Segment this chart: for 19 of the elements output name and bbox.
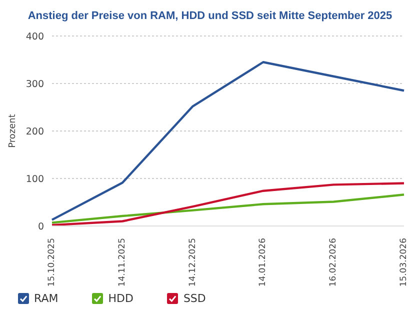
y-axis-title: Prozent [8,114,18,148]
x-tick-label: 14.11.2025 [117,238,128,287]
y-tick-label: 100 [26,174,44,185]
chart-title: Anstieg der Preise von RAM, HDD und SSD seit Mitte September 2025 [26,9,394,24]
legend-label: HDD [108,292,134,305]
line-series [50,194,406,224]
x-tick-label: 16.02.2026 [328,238,339,287]
line-series [50,61,406,221]
y-tick-label: 400 [26,31,44,42]
x-tick-label: 15.03.2026 [399,238,409,287]
line-series [50,182,406,226]
y-tick-label: 200 [26,126,44,138]
y-tick-label: 0 [38,221,44,232]
x-tick-label: 15.10.2025 [47,238,57,287]
x-tick-label: 14.12.2025 [188,238,198,287]
legend-label: SSD [183,292,206,305]
x-tick-label: 14.01.2026 [258,238,268,287]
y-tick-label: 300 [26,78,44,90]
legend-label: RAM [34,292,58,305]
